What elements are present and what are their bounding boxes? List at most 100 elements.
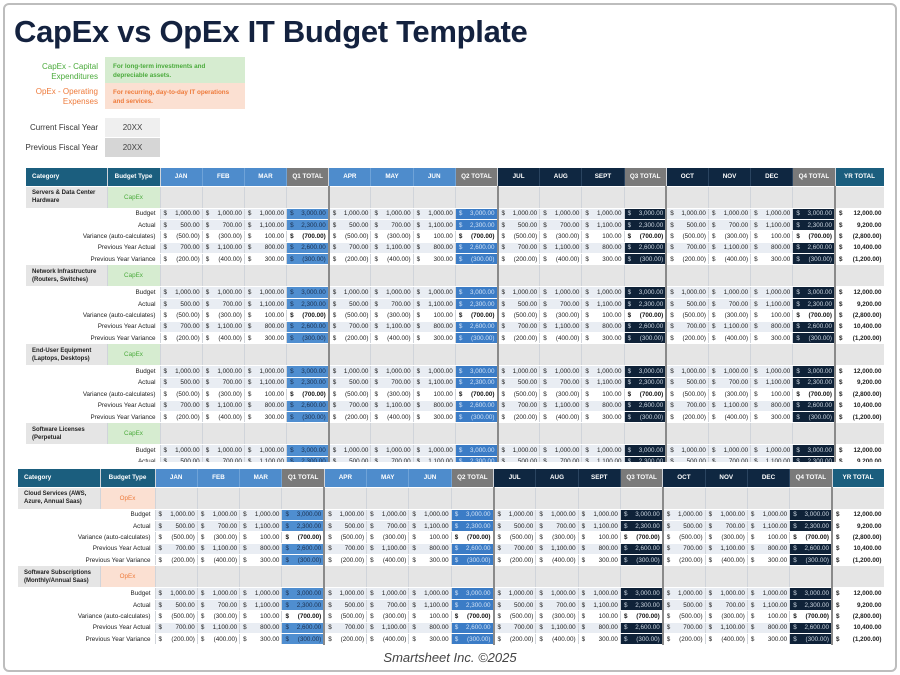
quarter-total-cell[interactable]: $2,300.00 <box>286 219 330 232</box>
quarter-total-cell[interactable]: $2,600.00 <box>620 622 664 635</box>
month-cell[interactable]: $300.00 <box>244 411 288 424</box>
month-cell[interactable]: $1,000.00 <box>750 444 794 457</box>
month-cell[interactable]: $800.00 <box>578 543 621 556</box>
month-cell[interactable]: $700.00 <box>708 298 752 311</box>
month-cell[interactable]: $1,000.00 <box>497 208 541 220</box>
month-cell[interactable]: $ (300.00) <box>539 230 583 243</box>
month-cell[interactable]: $800.00 <box>408 622 452 635</box>
month-cell[interactable]: $ (500.00) <box>662 610 706 623</box>
month-cell[interactable]: $1,100.00 <box>750 456 794 462</box>
month-cell[interactable]: $100.00 <box>578 610 621 623</box>
month-cell[interactable]: $ (400.00) <box>197 633 241 646</box>
month-cell[interactable]: $700.00 <box>539 219 583 232</box>
month-cell[interactable]: $ (400.00) <box>708 332 752 345</box>
month-cell[interactable]: $1,000.00 <box>581 286 625 299</box>
quarter-total-cell[interactable]: $3,000.00 <box>624 365 668 378</box>
month-cell[interactable]: $800.00 <box>408 543 452 556</box>
month-cell[interactable]: $1,100.00 <box>202 400 245 412</box>
month-cell[interactable]: $500.00 <box>497 219 541 232</box>
quarter-total-cell[interactable]: $ (300.00) <box>281 633 326 646</box>
quarter-total-cell[interactable]: $ (700.00) <box>286 388 330 401</box>
month-cell[interactable]: $1,100.00 <box>413 377 456 390</box>
quarter-total-cell[interactable]: $ (700.00) <box>455 230 499 243</box>
month-cell[interactable]: $800.00 <box>750 400 794 412</box>
column-header-oct[interactable]: OCT <box>662 469 706 488</box>
month-cell[interactable]: $700.00 <box>202 298 245 311</box>
quarter-total-cell[interactable]: $ (300.00) <box>455 411 499 424</box>
quarter-total-cell[interactable]: $ (700.00) <box>451 531 495 544</box>
column-header-q2-total[interactable]: Q2 TOTAL <box>455 168 499 187</box>
month-cell[interactable]: $1,000.00 <box>244 208 288 220</box>
month-cell[interactable]: $ (200.00) <box>328 253 372 266</box>
quarter-total-cell[interactable]: $2,300.00 <box>624 298 668 311</box>
month-cell[interactable]: $1,000.00 <box>708 286 752 299</box>
year-total-cell[interactable]: $9,200.00 <box>835 298 884 311</box>
month-cell[interactable]: $1,000.00 <box>539 365 583 378</box>
month-cell[interactable]: $700.00 <box>328 400 372 412</box>
month-cell[interactable]: $700.00 <box>202 456 245 462</box>
budget-type-badge[interactable]: CapEx <box>107 186 161 209</box>
column-header-dec[interactable]: DEC <box>750 168 794 187</box>
year-total-cell[interactable]: $10,400.00 <box>835 321 884 334</box>
quarter-total-cell[interactable]: $ (700.00) <box>789 610 834 623</box>
month-cell[interactable]: $300.00 <box>747 554 791 567</box>
month-cell[interactable]: $300.00 <box>408 633 452 646</box>
month-cell[interactable]: $ (200.00) <box>155 554 198 567</box>
column-header-mar[interactable]: MAR <box>244 168 288 187</box>
month-cell[interactable]: $700.00 <box>497 242 541 255</box>
previous-fiscal-year-input[interactable]: 20XX <box>105 138 160 157</box>
month-cell[interactable]: $1,100.00 <box>370 321 414 334</box>
month-cell[interactable]: $ (300.00) <box>535 610 579 623</box>
month-cell[interactable]: $500.00 <box>160 377 203 390</box>
month-cell[interactable]: $700.00 <box>497 321 541 334</box>
quarter-total-cell[interactable]: $2,600.00 <box>792 321 837 334</box>
year-total-cell[interactable]: $12,000.00 <box>835 286 884 299</box>
month-cell[interactable]: $ (200.00) <box>497 253 541 266</box>
month-cell[interactable]: $1,100.00 <box>413 219 456 232</box>
quarter-total-cell[interactable]: $2,300.00 <box>286 456 330 462</box>
month-cell[interactable]: $700.00 <box>708 377 752 390</box>
month-cell[interactable]: $1,000.00 <box>708 444 752 457</box>
month-cell[interactable]: $300.00 <box>747 633 791 646</box>
month-cell[interactable]: $ (400.00) <box>535 633 579 646</box>
month-cell[interactable]: $1,100.00 <box>244 298 288 311</box>
month-cell[interactable]: $700.00 <box>666 242 709 255</box>
month-cell[interactable]: $300.00 <box>239 633 283 646</box>
month-cell[interactable]: $500.00 <box>160 219 203 232</box>
quarter-total-cell[interactable]: $ (300.00) <box>624 253 668 266</box>
year-total-cell[interactable]: $ (1,200.00) <box>832 554 884 567</box>
month-cell[interactable]: $1,100.00 <box>408 599 452 612</box>
month-cell[interactable]: $ (200.00) <box>497 411 541 424</box>
column-header-jul[interactable]: JUL <box>497 168 541 187</box>
column-header-nov[interactable]: NOV <box>705 469 748 488</box>
month-cell[interactable]: $1,000.00 <box>244 444 288 457</box>
quarter-total-cell[interactable]: $3,000.00 <box>281 509 326 521</box>
column-header-may[interactable]: MAY <box>366 469 410 488</box>
month-cell[interactable]: $1,100.00 <box>239 599 283 612</box>
month-cell[interactable]: $1,000.00 <box>747 509 791 521</box>
month-cell[interactable]: $100.00 <box>408 531 452 544</box>
year-total-cell[interactable]: $ (1,200.00) <box>835 253 884 266</box>
month-cell[interactable]: $ (200.00) <box>662 633 706 646</box>
month-cell[interactable]: $ (500.00) <box>155 610 198 623</box>
month-cell[interactable]: $1,000.00 <box>493 509 537 521</box>
quarter-total-cell[interactable]: $ (300.00) <box>286 411 330 424</box>
budget-type-badge[interactable]: OpEx <box>100 487 156 510</box>
month-cell[interactable]: $500.00 <box>160 298 203 311</box>
year-total-cell[interactable]: $ (1,200.00) <box>832 633 884 646</box>
quarter-total-cell[interactable]: $ (300.00) <box>451 633 495 646</box>
month-cell[interactable]: $800.00 <box>581 400 625 412</box>
month-cell[interactable]: $800.00 <box>244 242 288 255</box>
month-cell[interactable]: $300.00 <box>408 554 452 567</box>
budget-type-badge[interactable]: CapEx <box>107 343 161 367</box>
month-cell[interactable]: $500.00 <box>666 298 709 311</box>
month-cell[interactable]: $1,000.00 <box>539 208 583 220</box>
column-header-apr[interactable]: APR <box>324 469 368 488</box>
quarter-total-cell[interactable]: $ (300.00) <box>624 411 668 424</box>
month-cell[interactable]: $500.00 <box>666 219 709 232</box>
month-cell[interactable]: $700.00 <box>370 298 414 311</box>
month-cell[interactable]: $1,000.00 <box>202 208 245 220</box>
column-header-sept[interactable]: SEPT <box>578 469 621 488</box>
month-cell[interactable]: $1,100.00 <box>370 400 414 412</box>
month-cell[interactable]: $ (300.00) <box>708 230 752 243</box>
